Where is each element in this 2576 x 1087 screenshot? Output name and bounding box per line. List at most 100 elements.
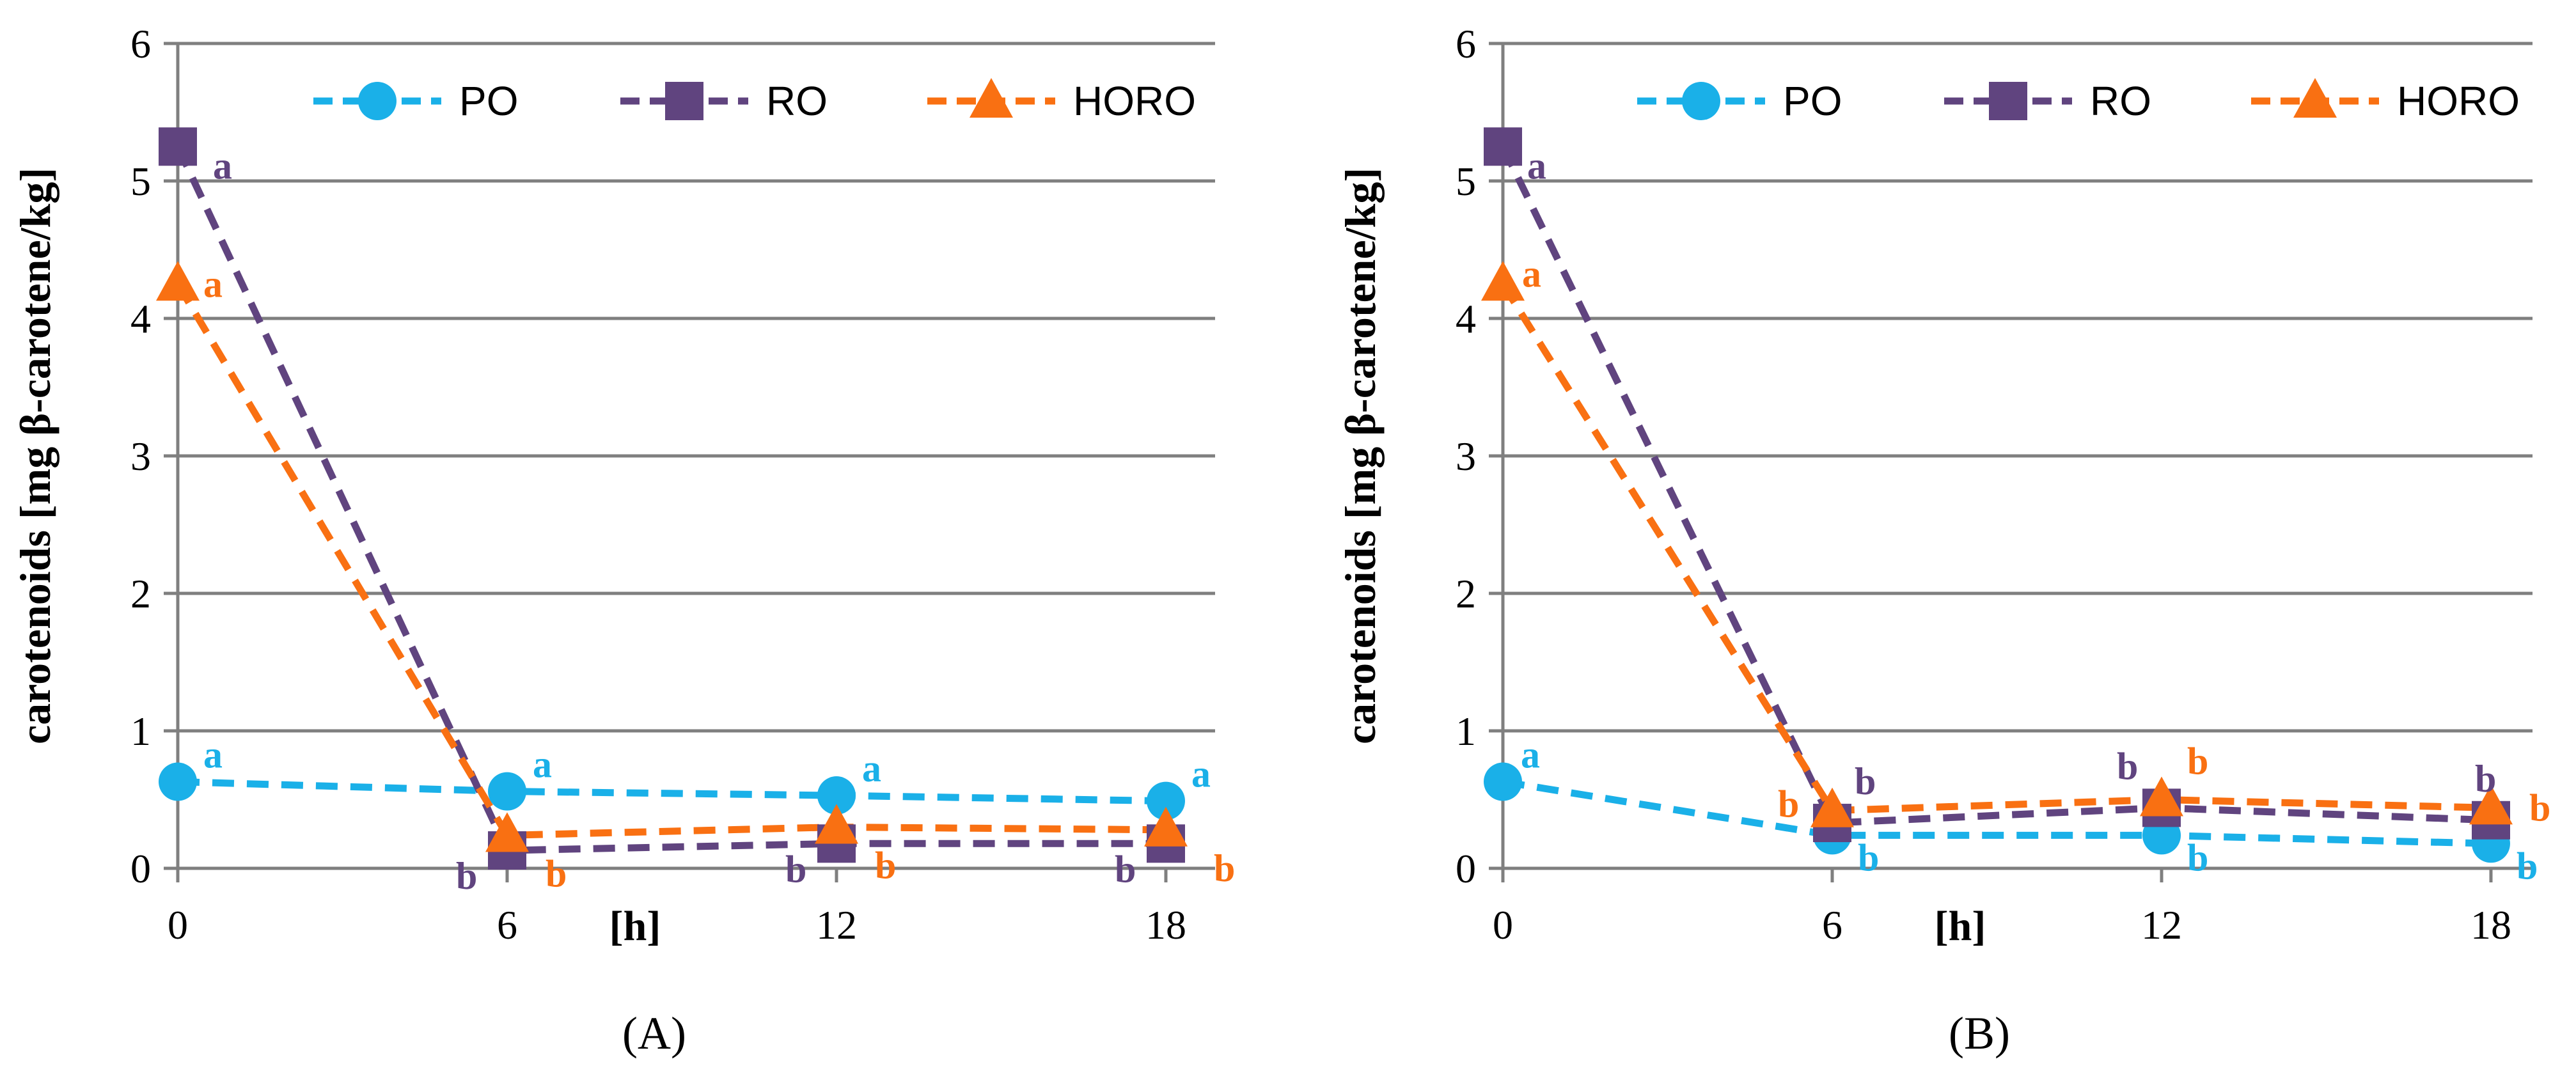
significance-letter: a bbox=[1521, 734, 1540, 776]
x-tick-label: 12 bbox=[2141, 902, 2182, 948]
data-point-horo bbox=[156, 261, 200, 301]
legend-marker-horo bbox=[970, 78, 1013, 118]
y-tick-label: 5 bbox=[130, 159, 151, 204]
legend-item-ro: RO bbox=[1944, 78, 2151, 124]
y-tick-label: 3 bbox=[1456, 434, 1476, 479]
data-point-horo bbox=[2469, 785, 2513, 825]
legend-item-po: PO bbox=[1637, 78, 1842, 124]
significance-letter: b bbox=[1858, 836, 1879, 879]
x-axis-label: [h] bbox=[609, 903, 661, 950]
legend-label: RO bbox=[2090, 78, 2151, 124]
significance-letter: b bbox=[1214, 847, 1235, 889]
x-tick-label: 0 bbox=[1493, 902, 1513, 948]
significance-letter: b bbox=[2529, 786, 2550, 829]
legend-item-ro: RO bbox=[620, 78, 828, 124]
y-tick-label: 5 bbox=[1456, 159, 1476, 204]
markers-ro bbox=[1484, 127, 2510, 843]
markers-po bbox=[159, 762, 1185, 820]
legend-label: RO bbox=[766, 78, 828, 124]
series-line-ro bbox=[175, 145, 1166, 854]
x-tick-label: 18 bbox=[1145, 902, 1186, 948]
panel-label: (B) bbox=[1949, 1008, 2010, 1059]
data-point-horo bbox=[1144, 806, 1188, 847]
legend-marker-ro bbox=[665, 82, 703, 120]
significance-letter: b bbox=[1855, 760, 1876, 802]
y-tick-label: 1 bbox=[1456, 708, 1476, 754]
significance-letter: b bbox=[546, 852, 567, 895]
data-point-horo bbox=[485, 812, 529, 852]
panel-label: (A) bbox=[622, 1008, 686, 1059]
data-point-po bbox=[1147, 781, 1185, 820]
significance-letter: b bbox=[2187, 740, 2208, 783]
data-point-ro bbox=[1484, 127, 1522, 166]
significance-letter: a bbox=[533, 744, 552, 786]
significance-letter: b bbox=[2517, 845, 2538, 887]
markers-ro bbox=[159, 127, 1185, 870]
letters-po: ab b b bbox=[1521, 734, 2538, 888]
y-tick-label: 6 bbox=[130, 21, 151, 66]
legend-marker-horo bbox=[2293, 78, 2337, 118]
series-horo bbox=[1500, 282, 2492, 815]
series-po bbox=[177, 778, 1166, 805]
significance-letter: b bbox=[456, 855, 477, 897]
significance-letter: b bbox=[2475, 758, 2496, 800]
legend-item-horo: HORO bbox=[927, 78, 1196, 124]
x-tick-label: 12 bbox=[816, 902, 857, 948]
significance-letter: b bbox=[875, 845, 896, 887]
y-axis-label: carotenoids [mg β-carotene/kg] bbox=[11, 168, 59, 744]
y-axis-label: carotenoids [mg β-carotene/kg] bbox=[1336, 168, 1385, 744]
series-ro bbox=[175, 145, 1166, 854]
y-tick-label: 4 bbox=[130, 296, 151, 341]
markers-horo bbox=[1481, 261, 2513, 827]
significance-letter: b bbox=[2117, 745, 2138, 787]
significance-letter: b bbox=[785, 848, 806, 890]
data-point-po bbox=[1484, 762, 1522, 801]
legend-item-po: PO bbox=[313, 78, 518, 124]
gridlines bbox=[178, 42, 1215, 870]
legend-marker-po bbox=[358, 82, 397, 120]
data-point-po bbox=[488, 772, 526, 811]
y-tick-label: 0 bbox=[1456, 846, 1476, 891]
x-tick-label: 18 bbox=[2470, 902, 2511, 948]
data-point-horo bbox=[815, 804, 858, 844]
data-point-horo bbox=[2140, 776, 2183, 817]
data-point-horo bbox=[1481, 261, 1525, 301]
series-line-ro bbox=[1500, 145, 2492, 827]
data-point-ro bbox=[159, 127, 197, 166]
legend-label: PO bbox=[459, 78, 518, 124]
legend-marker-ro bbox=[1989, 82, 2027, 120]
x-tick-label: 0 bbox=[168, 902, 188, 948]
letters-ro: a b b b bbox=[213, 145, 1136, 897]
significance-letter: b bbox=[2187, 836, 2208, 879]
significance-letter: a bbox=[203, 263, 223, 305]
series-line-horo bbox=[1500, 282, 2492, 815]
y-tick-label: 6 bbox=[1456, 21, 1476, 66]
series-line-po bbox=[177, 778, 1166, 805]
y-tick-label: 0 bbox=[130, 846, 151, 891]
significance-letter: b bbox=[1778, 783, 1799, 825]
x-tick-label: 6 bbox=[1822, 902, 1842, 948]
significance-letter: a bbox=[213, 145, 232, 187]
legend-label: PO bbox=[1783, 78, 1842, 124]
series-line-horo bbox=[175, 282, 1166, 839]
significance-letter: a bbox=[1522, 253, 1541, 295]
series-line-po bbox=[1502, 778, 2492, 847]
y-tick-label: 4 bbox=[1456, 296, 1476, 341]
x-axis-label: [h] bbox=[1935, 903, 1986, 950]
series-horo bbox=[175, 282, 1166, 839]
letters-ro: a b b b bbox=[1527, 145, 2496, 802]
y-tick-label: 1 bbox=[130, 708, 151, 754]
significance-letter: b bbox=[1115, 848, 1136, 890]
markers-horo bbox=[156, 261, 1188, 852]
x-tick-label: 6 bbox=[497, 902, 517, 948]
y-tick-label: 2 bbox=[1456, 571, 1476, 616]
y-tick-label: 2 bbox=[130, 571, 151, 616]
legend-item-horo: HORO bbox=[2251, 78, 2520, 124]
legend: PO RO HORO bbox=[1637, 78, 2520, 124]
significance-letter: a bbox=[862, 747, 881, 790]
